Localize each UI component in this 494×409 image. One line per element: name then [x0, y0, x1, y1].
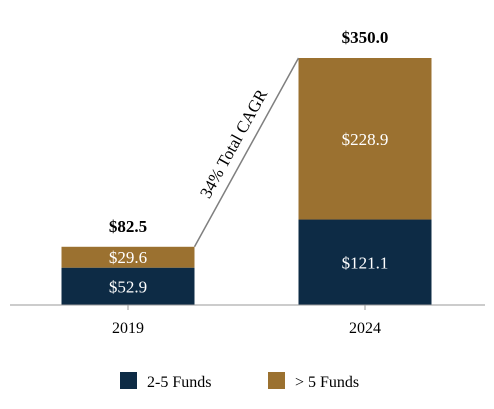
bar-value-label: $228.9: [342, 130, 389, 149]
bar-segment-2024-series-0: [298, 219, 432, 305]
legend-label: > 5 Funds: [295, 374, 359, 391]
bar-segment-2019-series-0: [61, 267, 195, 305]
x-tick-label: 2024: [349, 320, 381, 337]
bar-total-label: $82.5: [109, 217, 147, 236]
legend: 2-5 Funds > 5 Funds: [120, 372, 359, 391]
bar-value-label: $121.1: [342, 253, 389, 272]
bar-total-label: $350.0: [342, 28, 389, 47]
x-tick-label: 2019: [112, 320, 144, 337]
cagr-connector-line: [193, 57, 300, 248]
cagr-annotation: 34% Total CAGR: [196, 85, 271, 201]
plot-area: $52.9 $29.6 $82.5 2019 $121.1 $228.9 $350.0 202…: [61, 28, 432, 337]
legend-swatch: [268, 372, 285, 389]
bar-value-label: $29.6: [109, 248, 147, 267]
legend-swatch: [120, 372, 137, 389]
legend-label: 2-5 Funds: [147, 374, 211, 391]
bar-segment-2019-series-1: [61, 246, 195, 268]
bar-segment-2024-series-1: [298, 58, 432, 220]
bar-value-label: $52.9: [109, 277, 147, 296]
